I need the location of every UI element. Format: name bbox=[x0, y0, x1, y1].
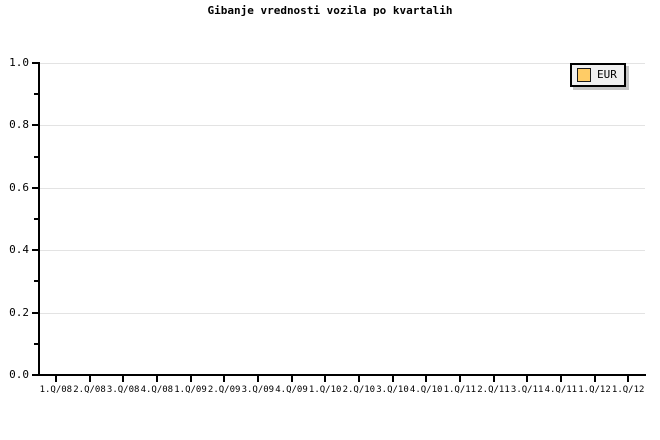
x-tick bbox=[256, 375, 259, 382]
x-tick bbox=[391, 375, 394, 382]
x-axis-label: 4.Q/10 bbox=[409, 385, 443, 395]
x-tick bbox=[155, 375, 158, 382]
x-tick bbox=[88, 375, 91, 382]
y-axis-label: 0.6 bbox=[9, 180, 29, 194]
chart-legend[interactable]: EUR bbox=[570, 63, 626, 87]
x-tick bbox=[357, 375, 360, 382]
x-axis-label: 1.Q/12 bbox=[611, 385, 645, 395]
x-tick bbox=[425, 375, 428, 382]
y-tick-major bbox=[32, 124, 39, 127]
y-axis-label: 0.4 bbox=[9, 243, 29, 257]
x-tick bbox=[54, 375, 57, 382]
x-tick bbox=[593, 375, 596, 382]
x-axis-label: 3.Q/08 bbox=[106, 385, 140, 395]
x-axis-label: 4.Q/09 bbox=[275, 385, 308, 395]
x-axis-label: 1.Q/08 bbox=[39, 385, 73, 395]
chart-title: Gibanje vrednosti vozila po kvartalih bbox=[207, 4, 453, 17]
y-tick-minor bbox=[34, 93, 39, 96]
legend-label-eur: EUR bbox=[597, 68, 617, 81]
y-axis-label: 0.8 bbox=[9, 118, 29, 132]
y-tick-major bbox=[32, 249, 39, 252]
x-tick bbox=[223, 375, 226, 382]
x-axis-label: 1.Q/09 bbox=[174, 385, 207, 395]
y-axis-label: 0.0 bbox=[9, 368, 29, 381]
y-tick-major bbox=[32, 311, 39, 314]
y-axis-label: 0.2 bbox=[9, 305, 29, 319]
x-axis-label: 2.Q/09 bbox=[207, 385, 241, 395]
x-axis-label: 3.Q/10 bbox=[376, 385, 409, 395]
x-tick bbox=[189, 375, 192, 382]
x-tick bbox=[492, 375, 495, 382]
gridline-y bbox=[39, 187, 645, 189]
x-tick bbox=[458, 375, 461, 382]
x-tick bbox=[627, 375, 630, 382]
x-axis-label: 1.Q/11 bbox=[443, 385, 477, 395]
x-axis-label: 3.Q/09 bbox=[241, 385, 275, 395]
x-axis-label: 1.Q/12 bbox=[578, 385, 611, 395]
x-axis-label: 4.Q/08 bbox=[140, 385, 174, 395]
plot-area bbox=[39, 63, 645, 375]
y-tick-minor bbox=[34, 280, 39, 283]
x-axis-label: 3.Q/11 bbox=[510, 385, 544, 395]
x-axis-label: 2.Q/10 bbox=[342, 385, 376, 395]
gridline-y bbox=[39, 312, 645, 314]
gridline-y bbox=[39, 125, 645, 127]
x-tick bbox=[290, 375, 293, 382]
y-tick-major bbox=[32, 186, 39, 189]
x-tick bbox=[559, 375, 562, 382]
x-axis-line bbox=[38, 374, 646, 376]
x-axis-label: 2.Q/11 bbox=[477, 385, 510, 395]
y-tick-minor bbox=[34, 218, 39, 220]
y-tick-major bbox=[32, 62, 39, 64]
x-tick bbox=[526, 375, 529, 382]
gridline-y bbox=[39, 63, 645, 64]
y-axis-label: 1.0 bbox=[9, 56, 29, 69]
legend-swatch-eur bbox=[577, 68, 591, 82]
gridline-y bbox=[39, 250, 645, 252]
y-tick-minor bbox=[34, 342, 39, 345]
x-tick bbox=[122, 375, 125, 382]
x-axis-label: 4.Q/11 bbox=[544, 385, 578, 395]
y-tick-minor bbox=[34, 155, 39, 158]
x-axis-label: 2.Q/08 bbox=[73, 385, 106, 395]
y-tick-major bbox=[32, 374, 39, 376]
y-axis-line bbox=[38, 62, 40, 376]
x-tick bbox=[324, 375, 327, 382]
x-axis-label: 1.Q/10 bbox=[308, 385, 342, 395]
